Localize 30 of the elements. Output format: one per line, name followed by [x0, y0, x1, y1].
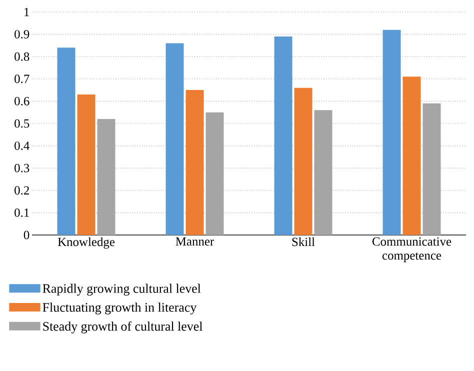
- y-tick-label: 0.6: [14, 96, 30, 106]
- bar: [206, 112, 224, 235]
- y-tick-label: 0.2: [14, 186, 29, 195]
- bar: [402, 76, 421, 235]
- bar: [294, 88, 312, 235]
- legend-label: Rapidly growing cultural level: [42, 284, 201, 296]
- x-tick-label: Manner: [176, 237, 214, 246]
- x-tick-label: Communicative competence: [372, 237, 452, 262]
- bar: [186, 90, 204, 235]
- bar: [382, 30, 401, 235]
- bar: [166, 43, 184, 235]
- y-tick-label: 0: [24, 230, 30, 240]
- y-tick-label: 0.5: [14, 119, 30, 128]
- y-tick-label: 0.4: [14, 142, 30, 150]
- y-tick-label: 0.7: [14, 74, 30, 84]
- y-tick-label: 0.3: [14, 164, 30, 172]
- x-tick-label: Skill: [292, 237, 315, 246]
- y-tick-label: 0.1: [14, 208, 29, 217]
- y-tick-label: 1: [24, 8, 29, 16]
- bar: [274, 36, 292, 235]
- legend-label: Steady growth of cultural level: [43, 321, 202, 334]
- bar: [77, 94, 96, 235]
- legend-label: Fluctuating growth in literacy: [42, 302, 197, 314]
- y-tick-label: 0.9: [14, 30, 30, 39]
- bar: [422, 103, 441, 235]
- bar: [314, 110, 332, 235]
- bar: [97, 119, 116, 235]
- bar: [57, 48, 76, 235]
- x-tick-label: Knowledge: [58, 237, 115, 249]
- y-tick-label: 0.8: [14, 52, 30, 61]
